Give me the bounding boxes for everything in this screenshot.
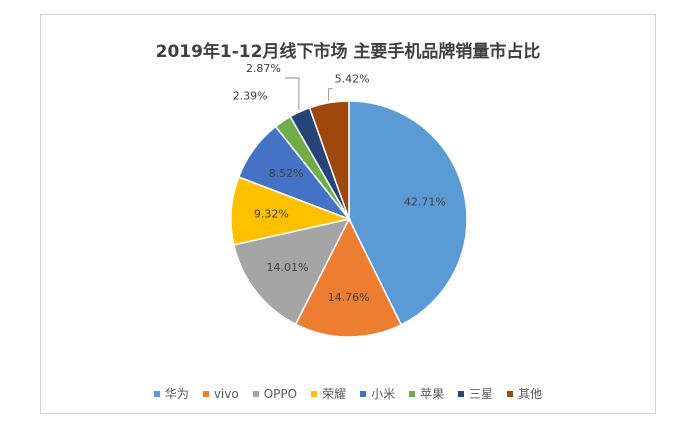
legend-item-7: 其他	[507, 385, 542, 402]
legend-item-4: 小米	[360, 385, 395, 402]
legend-swatch-5	[409, 390, 416, 397]
chart-legend: 华为 vivo OPPO 荣耀 小米 苹果 三星 其他	[41, 385, 655, 402]
legend-label-4: 小米	[371, 387, 396, 401]
leader-line-7	[328, 88, 333, 101]
legend-label-5: 苹果	[420, 387, 445, 401]
pie-slice-0	[348, 100, 468, 326]
legend-label-7: 其他	[518, 387, 543, 401]
legend-item-5: 苹果	[409, 385, 444, 402]
pie-label-5: 2.39%	[233, 90, 268, 103]
legend-item-1: vivo	[202, 385, 239, 402]
pie-slice-7	[308, 100, 350, 220]
chart-frame: 2019年1-12月线下市场 主要手机品牌销量市占比 42.71% 14.76% 1…	[40, 14, 656, 414]
pie-slice-2	[232, 217, 351, 326]
legend-label-2: OPPO	[263, 386, 298, 401]
legend-item-3: 荣耀	[311, 385, 346, 402]
pie-label-0: 42.71%	[404, 195, 446, 208]
pie-label-6: 2.87%	[246, 62, 281, 75]
pie-label-2: 14.01%	[267, 261, 309, 274]
pie-slice-1	[294, 217, 403, 338]
pie-label-3: 9.32%	[254, 207, 289, 220]
legend-swatch-3	[311, 390, 318, 397]
legend-swatch-1	[202, 390, 209, 397]
legend-label-0: 华为	[164, 387, 189, 401]
legend-swatch-6	[458, 390, 465, 397]
legend-label-1: vivo	[213, 386, 239, 401]
legend-label-6: 三星	[469, 387, 494, 401]
legend-item-6: 三星	[458, 385, 493, 402]
legend-swatch-7	[507, 390, 514, 397]
legend-item-0: 华为	[153, 385, 189, 402]
legend-item-2: OPPO	[252, 385, 298, 402]
legend-swatch-2	[252, 390, 259, 397]
legend-swatch-4	[360, 390, 367, 397]
pie-chart: 42.71% 14.76% 14.01% 9.32% 8.52% 2.39% 2.87% 5.…	[230, 62, 468, 338]
chart-title: 2019年1-12月线下市场 主要手机品牌销量市占比	[155, 42, 541, 62]
legend-label-3: 荣耀	[322, 387, 347, 401]
pie-label-7: 5.42%	[335, 73, 370, 86]
pie-label-4: 8.52%	[269, 167, 304, 180]
legend-swatch-0	[153, 390, 160, 397]
leader-line-6	[284, 77, 300, 110]
pie-label-1: 14.76%	[328, 291, 370, 304]
